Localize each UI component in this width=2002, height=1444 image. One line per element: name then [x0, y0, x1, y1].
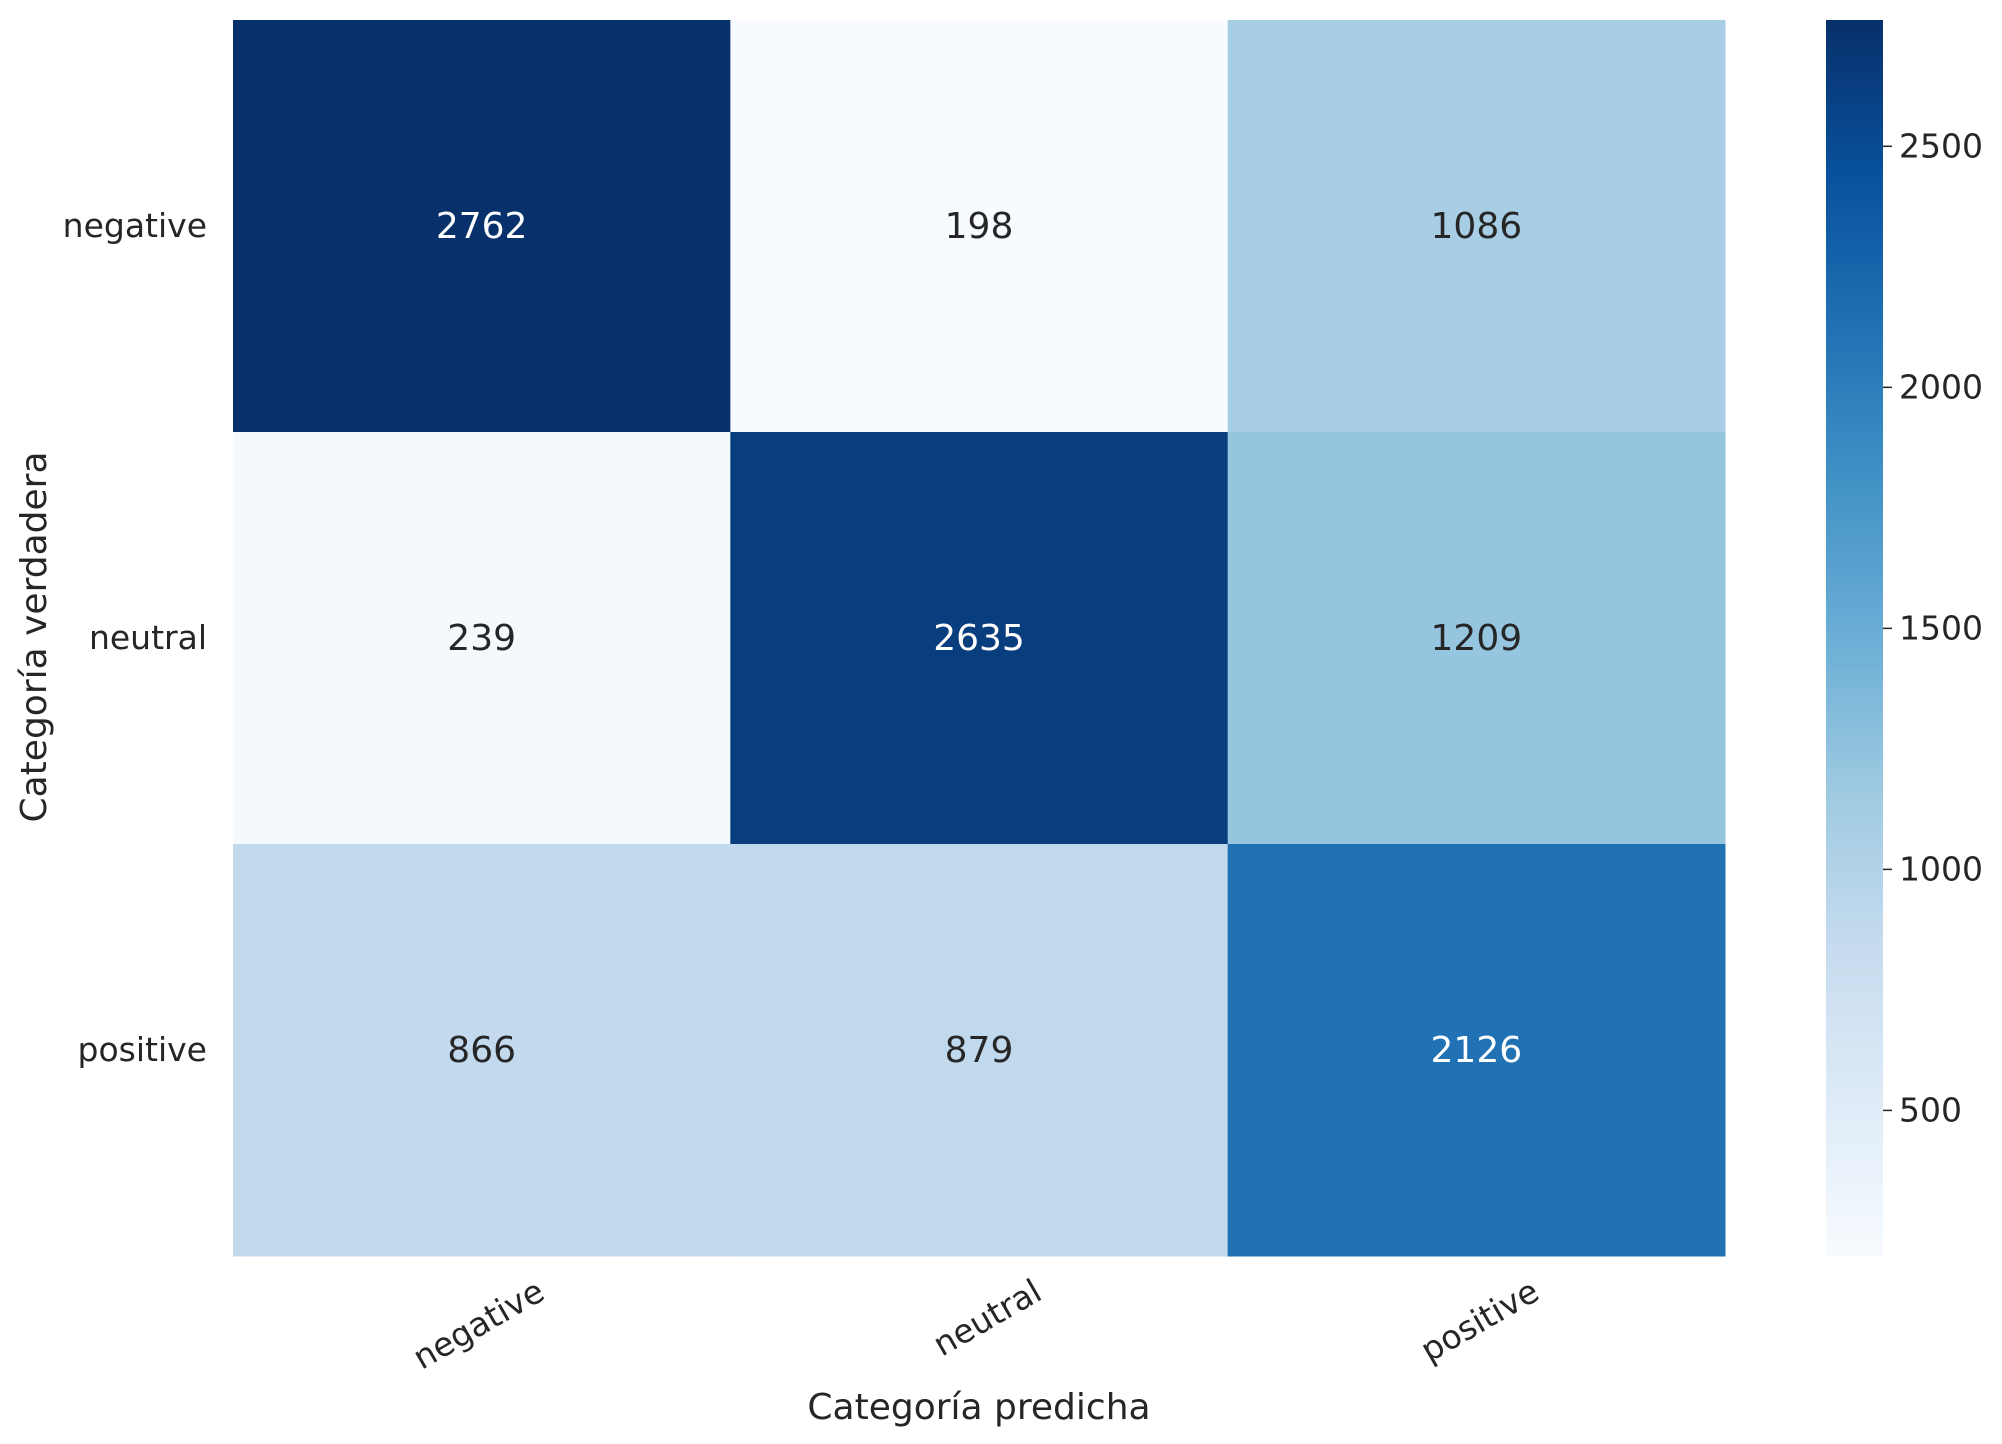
cell-value-label: 2635 — [933, 618, 1025, 659]
x-tick-label: neutral — [926, 1271, 1048, 1364]
colorbar-tick-label: 1500 — [1899, 608, 1983, 647]
colorbar-tick-label: 1000 — [1899, 849, 1983, 888]
cell-value-label: 866 — [447, 1030, 516, 1071]
cell-value-label: 239 — [447, 618, 516, 659]
y-axis-ticks: negative neutral positive — [63, 206, 207, 1069]
y-tick-label: positive — [78, 1030, 207, 1069]
x-tick-label: negative — [406, 1271, 550, 1377]
heatmap-cell-labels: 2762 198 1086 239 2635 1209 866 879 2126 — [436, 206, 1522, 1071]
heatmap-cell — [1227, 432, 1726, 845]
y-tick-label: neutral — [89, 618, 207, 657]
x-tick-label: positive — [1414, 1271, 1546, 1370]
cell-value-label: 2126 — [1431, 1030, 1523, 1071]
heatmap-cell — [730, 20, 1229, 433]
cell-value-label: 198 — [945, 206, 1014, 247]
heatmap-cell — [233, 432, 731, 845]
y-tick-label: negative — [63, 206, 207, 245]
y-axis-label: Categoría verdadera — [14, 451, 55, 822]
heatmap-cell — [233, 20, 731, 433]
cell-value-label: 2762 — [436, 206, 528, 247]
heatmap-cell — [730, 844, 1229, 1257]
x-axis-ticks: negative neutral positive — [406, 1271, 1545, 1377]
cell-value-label: 1086 — [1431, 206, 1523, 247]
heatmap-cell — [1227, 844, 1726, 1257]
colorbar-tick-label: 2500 — [1899, 126, 1983, 165]
heatmap-cell — [1227, 20, 1726, 433]
heatmap-cells — [233, 20, 1726, 1257]
colorbar-tick-label: 2000 — [1899, 367, 1983, 406]
colorbar: 500 1000 1500 2000 2500 — [1826, 20, 1983, 1256]
heatmap-cell — [730, 432, 1229, 845]
colorbar-tick-label: 500 — [1899, 1090, 1962, 1129]
heatmap-cell — [233, 844, 731, 1257]
cell-value-label: 879 — [945, 1030, 1014, 1071]
x-axis-label: Categoría predicha — [807, 1387, 1150, 1428]
cell-value-label: 1209 — [1431, 618, 1523, 659]
colorbar-gradient — [1826, 20, 1883, 1256]
